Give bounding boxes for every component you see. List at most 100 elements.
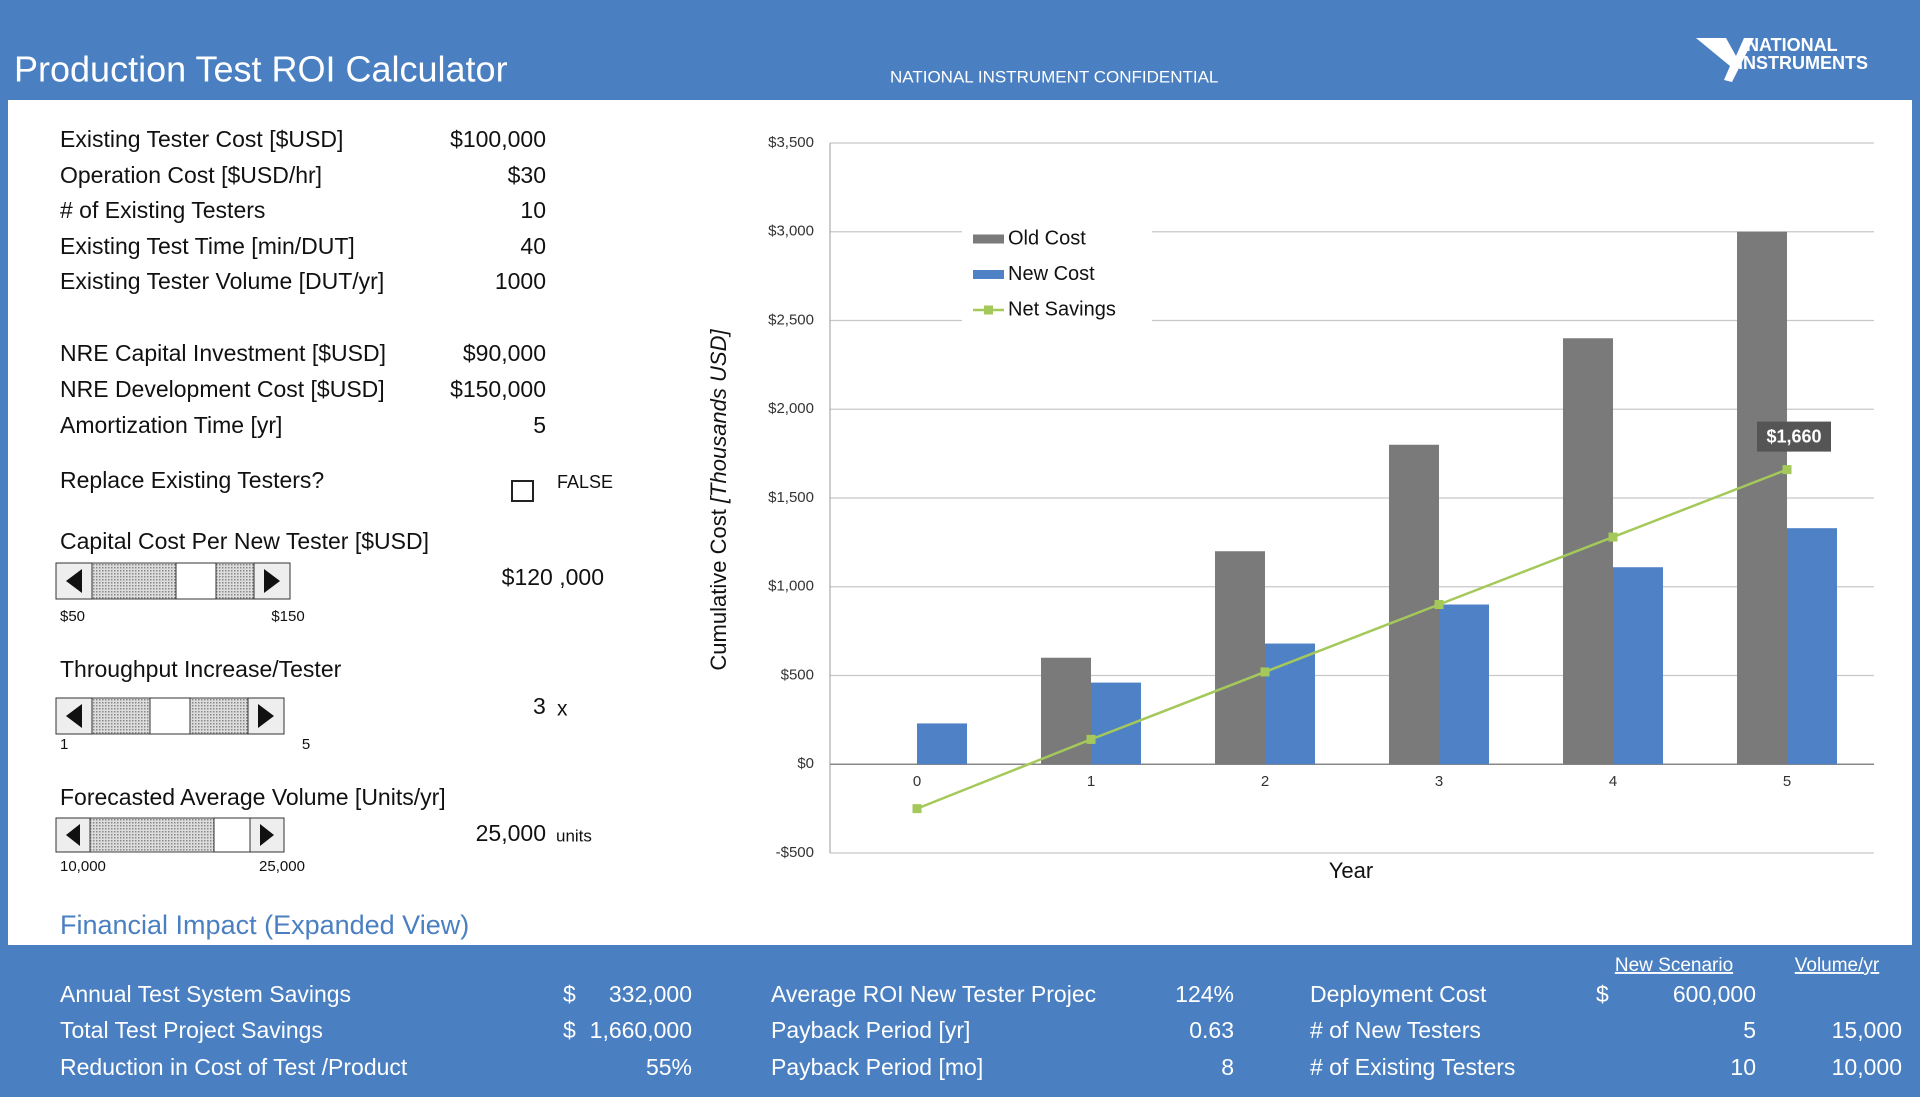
slider-max: $150	[271, 608, 304, 625]
panel	[8, 100, 1912, 945]
slider[interactable]	[55, 562, 291, 600]
legend-label: New Cost	[1008, 263, 1095, 285]
y-label-unit: [Thousands USD]	[706, 329, 731, 505]
x-tick-label: 1	[1087, 773, 1095, 790]
bar	[1613, 567, 1663, 765]
input-value: 5	[533, 412, 546, 438]
section-title: Financial Impact (Expanded View)	[60, 910, 469, 940]
slider[interactable]	[55, 817, 285, 853]
metric-value: 5	[1743, 1017, 1756, 1043]
input-label: Existing Tester Cost [$USD]	[60, 126, 343, 152]
input-value: 40	[520, 233, 546, 259]
bar	[1041, 657, 1091, 765]
y-tick-label: -$500	[776, 844, 814, 861]
bar	[1563, 338, 1613, 765]
metric-label: Deployment Cost	[1310, 981, 1487, 1007]
metric-value: 0.63	[1189, 1017, 1234, 1043]
y-tick-label: $1,500	[768, 489, 814, 506]
input-label: Amortization Time [yr]	[60, 412, 282, 438]
y-tick-label: $2,500	[768, 311, 814, 328]
bar	[1389, 444, 1439, 765]
slider-unit: units	[556, 826, 592, 845]
data-label-bg	[1757, 421, 1831, 452]
metric-value: 55%	[646, 1054, 692, 1080]
metric-currency: $	[563, 981, 576, 1007]
data-label: $1,660	[1766, 426, 1821, 446]
logo-mark	[1696, 38, 1754, 82]
metric-value: 10	[1730, 1054, 1756, 1080]
metric-label: Payback Period [mo]	[771, 1054, 983, 1080]
column-header: New Scenario	[1615, 955, 1733, 976]
input-value: 10	[520, 197, 546, 223]
metric-label: Annual Test System Savings	[60, 981, 351, 1007]
checkbox[interactable]	[511, 480, 534, 502]
point	[1434, 600, 1444, 609]
input-label: Operation Cost [$USD/hr]	[60, 162, 322, 188]
metric-label: Payback Period [yr]	[771, 1017, 970, 1043]
slider-label: Capital Cost Per New Tester [$USD]	[60, 528, 429, 554]
slider[interactable]	[55, 697, 285, 735]
metric-volume: 10,000	[1832, 1054, 1902, 1080]
slider-value: 3	[533, 693, 546, 719]
slider-min: 10,000	[60, 858, 106, 875]
input-value: 1000	[495, 268, 546, 294]
slider-value: $120 ,000	[502, 564, 604, 590]
bar	[1265, 643, 1315, 765]
input-value: $30	[508, 162, 546, 188]
bar	[1215, 551, 1265, 765]
legend-label: Old Cost	[1008, 227, 1086, 249]
x-tick-label: 2	[1261, 773, 1269, 790]
metric-label: # of Existing Testers	[1310, 1054, 1515, 1080]
input-label: Existing Test Time [min/DUT]	[60, 233, 355, 259]
slider-unit: x	[557, 698, 568, 721]
input-label: NRE Capital Investment [$USD]	[60, 340, 386, 366]
metric-value: 124%	[1175, 981, 1234, 1007]
y-tick-label: $3,000	[768, 223, 814, 240]
slider-min: $50	[60, 608, 85, 625]
legend-swatch	[973, 234, 1004, 244]
y-tick-label: $2,000	[768, 400, 814, 417]
slider-min: 1	[60, 736, 68, 753]
input-label: # of Existing Testers	[60, 197, 265, 223]
x-axis-label: Year	[1329, 858, 1373, 883]
logo-text: NATIONAL	[1746, 35, 1838, 55]
bar	[917, 723, 967, 765]
input-label: Existing Tester Volume [DUT/yr]	[60, 268, 384, 294]
y-tick-label: $3,500	[768, 134, 814, 151]
input-label: NRE Development Cost [$USD]	[60, 376, 385, 402]
slider-label: Throughput Increase/Tester	[60, 656, 342, 682]
slider-value: 25,000	[476, 820, 546, 846]
metric-value: 8	[1221, 1054, 1234, 1080]
slider-max: 5	[302, 736, 310, 753]
metric-currency: $	[1596, 981, 1609, 1007]
point	[1608, 532, 1618, 542]
line	[916, 468, 1788, 810]
point	[1260, 667, 1270, 677]
point	[1086, 734, 1096, 744]
column-header: Volume/yr	[1795, 955, 1880, 976]
metric-label: Average ROI New Tester Projec	[771, 981, 1096, 1007]
logo-text: INSTRUMENTS	[1738, 53, 1868, 73]
metric-volume: 15,000	[1832, 1017, 1902, 1043]
legend-swatch	[984, 305, 993, 315]
title: Production Test ROI Calculator	[14, 49, 508, 90]
metric-value: 332,000	[609, 981, 692, 1007]
bar	[1439, 604, 1489, 765]
legend-swatch	[973, 270, 1004, 279]
metric-currency: $	[563, 1017, 576, 1043]
bar	[1787, 528, 1837, 765]
point	[912, 804, 922, 814]
input-value: $100,000	[450, 126, 546, 152]
x-tick-label: 3	[1435, 773, 1443, 790]
y-tick-label: $500	[781, 666, 814, 683]
legend-label: Net Savings	[1008, 298, 1116, 320]
x-tick-label: 5	[1783, 773, 1791, 790]
point	[1782, 465, 1792, 475]
y-axis-label: Cumulative Cost [Thousands USD]	[706, 329, 731, 671]
metric-value: 600,000	[1673, 981, 1756, 1007]
y-tick-label: $1,000	[768, 578, 814, 595]
x-tick-label: 0	[913, 773, 921, 790]
replace-value: FALSE	[557, 472, 613, 492]
slider-max: 25,000	[259, 858, 305, 875]
